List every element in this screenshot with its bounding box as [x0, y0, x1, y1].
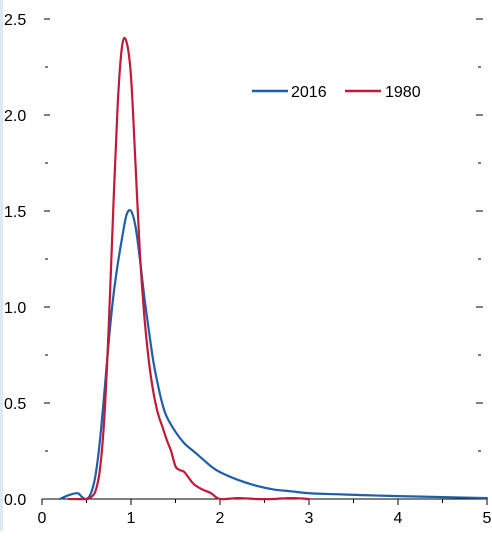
x-tick-label: 1: [127, 510, 136, 527]
x-tick-label: 0: [38, 510, 47, 527]
y-tick-label: 2.0: [4, 108, 26, 125]
tick-layer: 0 1 2 3 4 5 0.0 0.5 1.0 1.5 2.0 2.5: [4, 12, 492, 527]
x-tick-label: 2: [216, 510, 225, 527]
left-accent-bar: [0, 0, 3, 531]
x-tick-label: 3: [305, 510, 314, 527]
series-line-2016: [58, 209, 489, 501]
y-tick-label: 2.5: [4, 12, 26, 29]
series-layer: [58, 36, 489, 501]
y-tick-label: 1.0: [4, 300, 26, 317]
y-tick-label: 0.5: [4, 396, 26, 413]
legend: 2016 1980: [252, 84, 421, 101]
legend-label-1980: 1980: [385, 84, 421, 101]
x-tick-label: 4: [394, 510, 403, 527]
legend-label-2016: 2016: [291, 84, 327, 101]
x-tick-label: 5: [483, 510, 492, 527]
y-tick-label: 1.5: [4, 204, 26, 221]
series-line-1980: [67, 36, 311, 501]
y-tick-label: 0.0: [4, 492, 26, 509]
